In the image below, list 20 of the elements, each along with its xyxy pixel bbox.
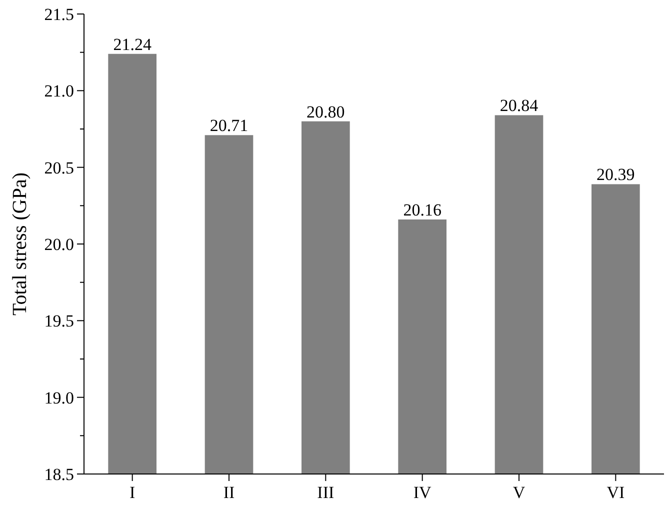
x-tick-label: I xyxy=(129,483,136,502)
y-tick-label: 20.5 xyxy=(44,158,74,178)
y-tick-label: 21.5 xyxy=(44,4,74,24)
y-tick-label: 20.0 xyxy=(44,234,74,254)
data-label: 20.80 xyxy=(306,102,345,122)
y-axis-title: Total stress (GPa) xyxy=(9,172,31,316)
x-tick-label: VI xyxy=(606,483,625,502)
data-label: 20.16 xyxy=(403,200,442,220)
data-label: 21.24 xyxy=(113,34,152,54)
y-tick-label: 19.0 xyxy=(44,388,74,408)
x-tick-label: IV xyxy=(413,483,432,502)
data-label: 20.39 xyxy=(596,165,635,184)
y-tick-label: 19.5 xyxy=(44,312,74,331)
data-label: 20.84 xyxy=(500,96,539,116)
x-tick-label: V xyxy=(512,483,526,502)
x-tick-label: III xyxy=(317,483,334,502)
y-tick-label: 18.5 xyxy=(44,464,74,484)
y-tick-label: 21.0 xyxy=(44,82,74,101)
data-label: 20.71 xyxy=(210,116,248,136)
x-tick-label: II xyxy=(223,483,235,502)
